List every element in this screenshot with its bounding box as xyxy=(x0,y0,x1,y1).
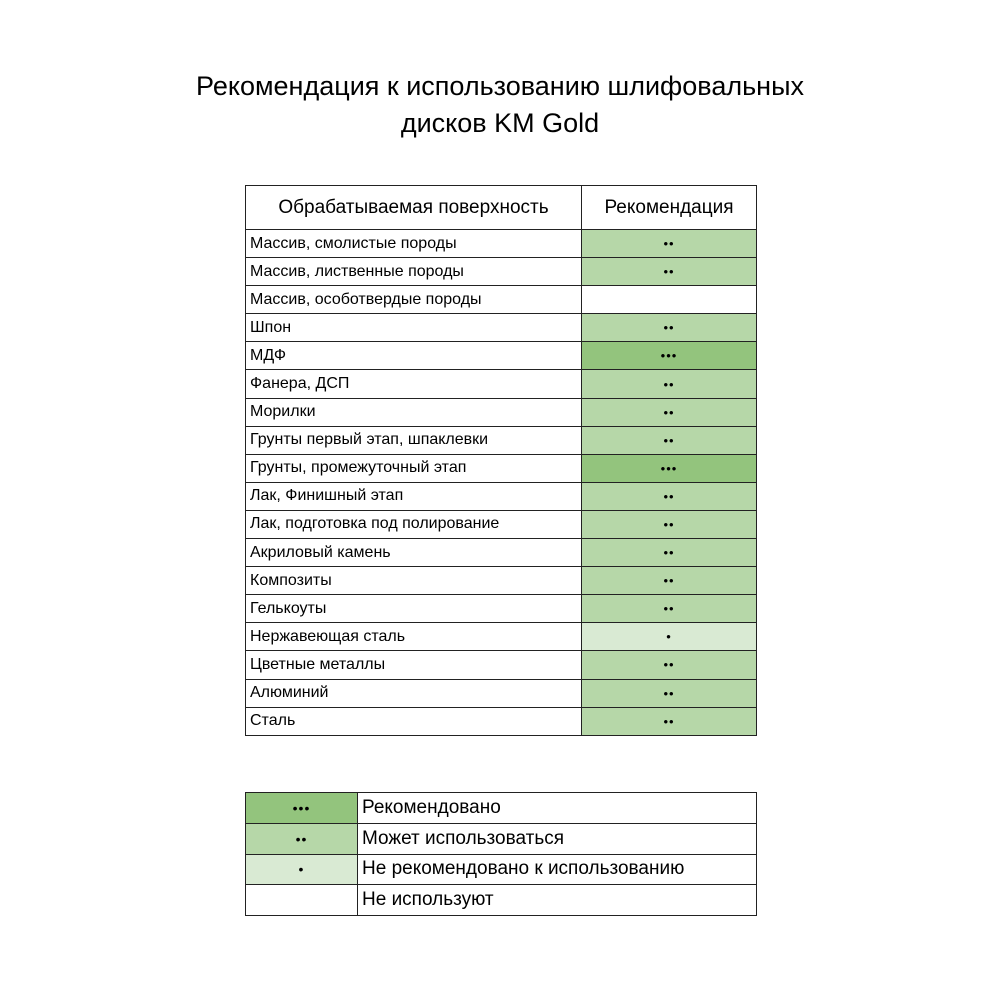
table-row: Гелькоуты •• xyxy=(245,594,757,624)
surface-cell: Цветные металлы xyxy=(245,650,582,680)
table-row: Акриловый камень •• xyxy=(245,538,757,568)
recommendation-table: Обрабатываемая поверхность Рекомендация … xyxy=(245,185,757,736)
surface-cell: Массив, особотвердые породы xyxy=(245,285,582,315)
title-line-1: Рекомендация к использованию шлифовальны… xyxy=(196,71,804,101)
table-row: Нержавеющая сталь • xyxy=(245,622,757,652)
table-header-row: Обрабатываемая поверхность Рекомендация xyxy=(245,185,757,230)
surface-cell: Акриловый камень xyxy=(245,538,582,568)
surface-cell: Сталь xyxy=(245,706,582,736)
recommendation-cell: •• xyxy=(581,369,757,399)
legend-table: ••• Рекомендовано •• Может использоваться • Н… xyxy=(245,792,757,917)
recommendation-cell: •• xyxy=(581,566,757,596)
table-row: Грунты, промежуточный этап ••• xyxy=(245,453,757,483)
table-row: Массив, смолистые породы •• xyxy=(245,228,757,259)
table-row: МДФ ••• xyxy=(245,341,757,371)
recommendation-cell: •• xyxy=(581,313,757,343)
legend-row: ••• Рекомендовано xyxy=(245,792,757,824)
recommendation-cell: •• xyxy=(581,509,757,540)
surface-cell: Гелькоуты xyxy=(245,594,582,624)
table-row: Сталь •• xyxy=(245,706,757,736)
legend-swatch xyxy=(245,884,358,917)
surface-cell: Лак, подготовка под полирование xyxy=(245,509,582,540)
header-surface: Обрабатываемая поверхность xyxy=(245,185,582,230)
recommendation-cell: •• xyxy=(581,257,757,287)
recommendation-cell: •• xyxy=(581,650,757,680)
recommendation-cell: •• xyxy=(581,678,757,708)
table-row: Цветные металлы •• xyxy=(245,650,757,680)
table-row: Шпон •• xyxy=(245,313,757,343)
surface-cell: Грунты первый этап, шпаклевки xyxy=(245,425,582,455)
table-row: Лак, подготовка под полирование •• xyxy=(245,509,757,540)
surface-cell: Морилки xyxy=(245,397,582,427)
recommendation-cell: •• xyxy=(581,481,757,511)
table-row: Фанера, ДСП •• xyxy=(245,369,757,399)
table-row: Лак, Финишный этап •• xyxy=(245,481,757,511)
table-row: Морилки •• xyxy=(245,397,757,427)
surface-cell: МДФ xyxy=(245,341,582,371)
legend-swatch: ••• xyxy=(245,792,358,824)
surface-cell: Массив, смолистые породы xyxy=(245,228,582,259)
legend-row: Не используют xyxy=(245,884,757,917)
surface-cell: Шпон xyxy=(245,313,582,343)
title-line-2: дисков KM Gold xyxy=(400,108,600,138)
legend-row: • Не рекомендовано к использованию xyxy=(245,853,757,886)
recommendation-cell: ••• xyxy=(581,341,757,371)
table-row: Алюминий •• xyxy=(245,678,757,708)
surface-cell: Композиты xyxy=(245,566,582,596)
table-row: Композиты •• xyxy=(245,566,757,596)
legend-swatch: •• xyxy=(245,822,358,855)
recommendation-cell: •• xyxy=(581,594,757,624)
recommendation-cell: •• xyxy=(581,706,757,736)
surface-cell: Нержавеющая сталь xyxy=(245,622,582,652)
recommendation-cell: • xyxy=(581,622,757,652)
surface-cell: Массив, лиственные породы xyxy=(245,257,582,287)
recommendation-cell: ••• xyxy=(581,453,757,483)
legend-label: Рекомендовано xyxy=(357,792,757,824)
table-row: Грунты первый этап, шпаклевки •• xyxy=(245,425,757,455)
legend-label: Не используют xyxy=(357,884,757,917)
surface-cell: Лак, Финишный этап xyxy=(245,481,582,511)
legend-label: Не рекомендовано к использованию xyxy=(357,853,757,886)
recommendation-cell: •• xyxy=(581,538,757,568)
table-row: Массив, особотвердые породы xyxy=(245,285,757,315)
document-title: Рекомендация к использованию шлифовальны… xyxy=(0,68,1000,142)
table-row: Массив, лиственные породы •• xyxy=(245,257,757,287)
recommendation-cell: •• xyxy=(581,425,757,455)
surface-cell: Алюминий xyxy=(245,678,582,708)
recommendation-cell xyxy=(581,285,757,315)
recommendation-cell: •• xyxy=(581,228,757,259)
recommendation-cell: •• xyxy=(581,397,757,427)
legend-swatch: • xyxy=(245,853,358,886)
legend-row: •• Может использоваться xyxy=(245,822,757,855)
header-recommendation: Рекомендация xyxy=(581,185,757,230)
surface-cell: Грунты, промежуточный этап xyxy=(245,453,582,483)
legend-label: Может использоваться xyxy=(357,822,757,855)
surface-cell: Фанера, ДСП xyxy=(245,369,582,399)
